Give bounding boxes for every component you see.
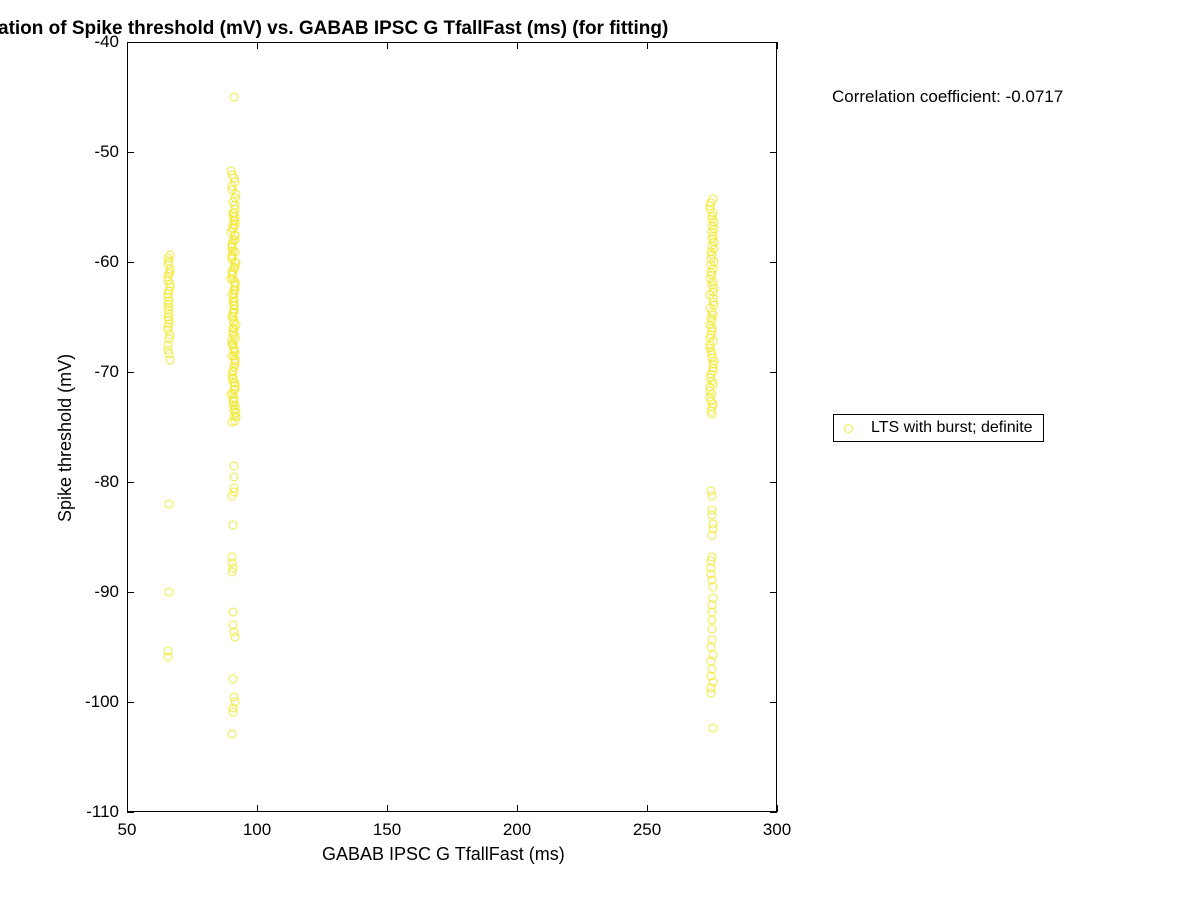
data-point (708, 530, 717, 539)
y-tick-label: -100 (77, 692, 119, 712)
y-tick (127, 262, 134, 263)
x-tick-label: 300 (763, 820, 791, 840)
y-tick (127, 152, 134, 153)
data-point (228, 674, 237, 683)
legend-label: LTS with burst; definite (871, 419, 1033, 437)
data-point (229, 520, 238, 529)
y-tick (127, 372, 134, 373)
y-tick (127, 42, 134, 43)
data-point (228, 417, 237, 426)
data-point (229, 93, 238, 102)
x-tick-label: 50 (118, 820, 137, 840)
x-tick (387, 805, 388, 812)
x-tick (127, 42, 128, 49)
data-point (165, 355, 174, 364)
correlation-annotation: Correlation coefficient: -0.0717 (832, 87, 1063, 107)
data-point (230, 461, 239, 470)
data-point (707, 689, 716, 698)
data-point (228, 729, 237, 738)
y-tick-label: -60 (77, 252, 119, 272)
x-tick-label: 150 (373, 820, 401, 840)
x-tick (647, 42, 648, 49)
y-tick-label: -80 (77, 472, 119, 492)
data-point (708, 511, 717, 520)
legend-marker-icon (844, 424, 853, 433)
data-point (164, 588, 173, 597)
data-point (708, 492, 717, 501)
x-tick (647, 805, 648, 812)
data-point (709, 724, 718, 733)
y-tick (770, 592, 777, 593)
y-tick (770, 372, 777, 373)
data-point (709, 582, 718, 591)
y-tick (127, 482, 134, 483)
data-point (165, 500, 174, 509)
data-point (230, 633, 239, 642)
data-point (228, 607, 237, 616)
y-tick-label: -70 (77, 362, 119, 382)
data-point (708, 615, 717, 624)
y-tick (127, 592, 134, 593)
y-tick (127, 702, 134, 703)
y-tick (770, 262, 777, 263)
plot-area (127, 42, 777, 812)
y-tick-label: -90 (77, 582, 119, 602)
y-axis-label: Spike threshold (mV) (55, 354, 76, 522)
x-tick-label: 250 (633, 820, 661, 840)
y-tick-label: -40 (77, 32, 119, 52)
y-tick (770, 482, 777, 483)
x-tick (517, 805, 518, 812)
x-tick (777, 805, 778, 812)
y-tick-label: -50 (77, 142, 119, 162)
legend: LTS with burst; definite (833, 414, 1044, 442)
data-point (228, 568, 237, 577)
x-tick (777, 42, 778, 49)
x-tick-label: 200 (503, 820, 531, 840)
y-tick (770, 812, 777, 813)
y-tick (770, 42, 777, 43)
x-tick (387, 42, 388, 49)
data-point (707, 625, 716, 634)
data-point (228, 492, 237, 501)
data-point (164, 652, 173, 661)
y-tick (770, 152, 777, 153)
y-tick (770, 702, 777, 703)
y-tick (127, 812, 134, 813)
x-tick (517, 42, 518, 49)
x-tick (257, 805, 258, 812)
x-axis-label: GABAB IPSC G TfallFast (ms) (322, 844, 565, 865)
x-tick (127, 805, 128, 812)
x-tick (257, 42, 258, 49)
data-point (230, 472, 239, 481)
y-tick-label: -110 (77, 802, 119, 822)
x-tick-label: 100 (243, 820, 271, 840)
data-point (708, 409, 717, 418)
data-point (229, 707, 238, 716)
